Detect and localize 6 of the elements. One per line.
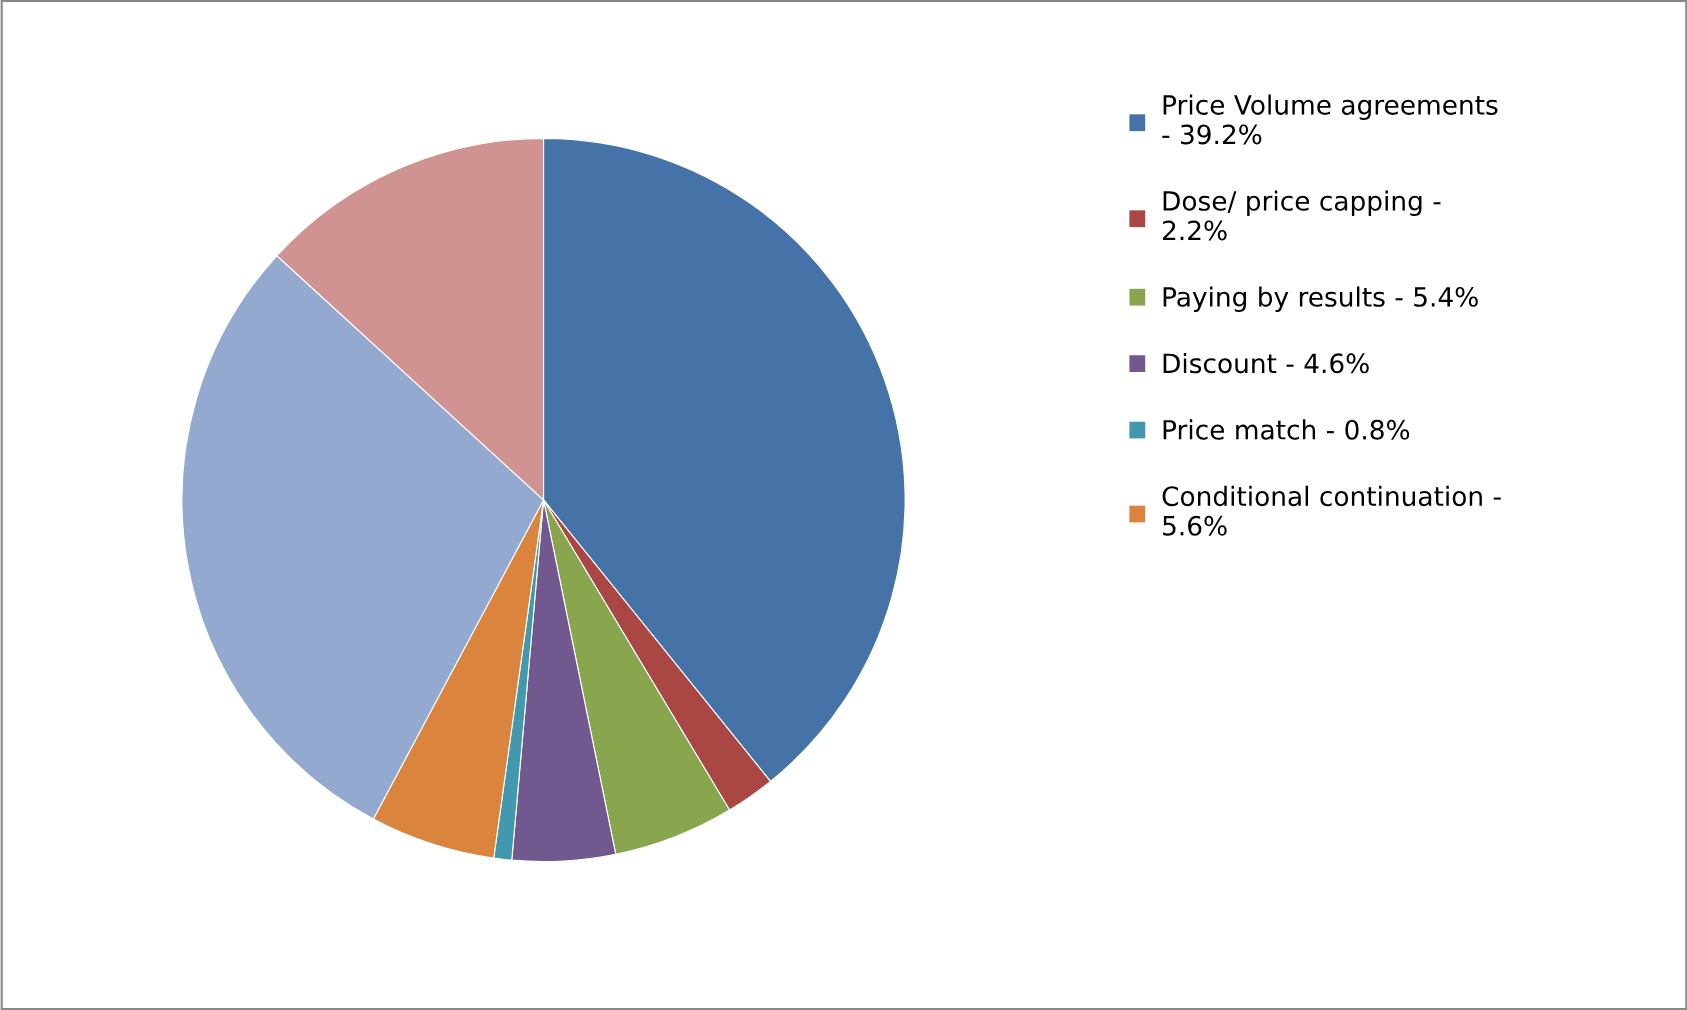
- legend-label: Conditional continuation - 5.6%: [1162, 485, 1501, 536]
- legend-label: Dose/ price capping - 2.2%: [1162, 190, 1441, 241]
- legend-label: Discount - 4.6%: [1163, 352, 1369, 374]
- legend-label: Price match - 0.8%: [1163, 419, 1410, 440]
- legend-label: Price Volume agreements - 39.2%: [1162, 94, 1498, 145]
- legend-label: Paying by results - 5.4%: [1163, 286, 1478, 312]
